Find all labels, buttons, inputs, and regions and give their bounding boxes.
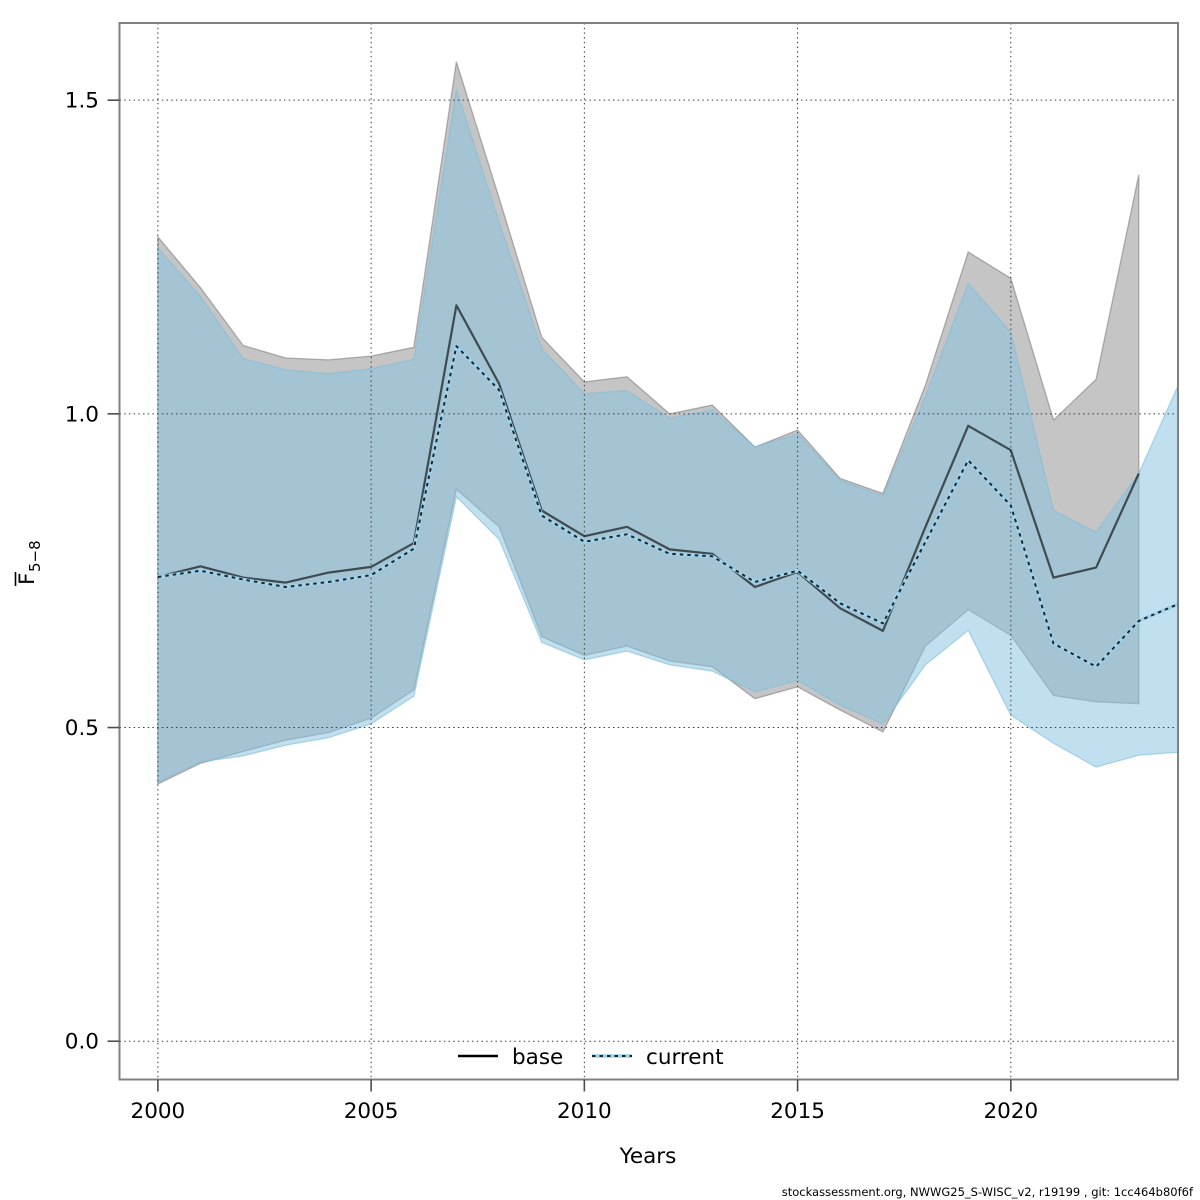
series-lines bbox=[157, 304, 1178, 669]
base-line bbox=[157, 304, 1140, 633]
legend-base-label: base bbox=[512, 1045, 563, 1070]
plot-border bbox=[118, 22, 1179, 1081]
chart-legend: base current bbox=[458, 1045, 724, 1070]
y-tick-label: 1.0 bbox=[65, 402, 99, 427]
axis-tick-labels: 2000 2005 2010 2015 2020 0.0 0.5 1.0 1.5 bbox=[65, 89, 1038, 1124]
y-axis-label-main: F bbox=[15, 573, 40, 585]
x-axis-label: Years bbox=[619, 1144, 677, 1169]
current-line bbox=[157, 345, 1178, 668]
confidence-bands bbox=[157, 61, 1178, 786]
x-tick-label: 2015 bbox=[770, 1099, 825, 1124]
y-axis-label-subscript: 5−8 bbox=[26, 540, 44, 572]
y-tick-label: 1.5 bbox=[65, 89, 99, 114]
y-tick-label: 0.5 bbox=[65, 716, 99, 741]
current-confidence-band bbox=[157, 89, 1178, 784]
legend-current-label: current bbox=[646, 1045, 724, 1070]
y-tick-label: 0.0 bbox=[65, 1030, 99, 1055]
y-axis-label: F 5−8 bbox=[14, 540, 44, 586]
x-tick-label: 2000 bbox=[131, 1099, 186, 1124]
x-tick-label: 2020 bbox=[983, 1099, 1038, 1124]
axis-ticks bbox=[107, 99, 1012, 1092]
footer-credit: stockassessment.org, NWWG25_S-WISC_v2, r… bbox=[782, 1185, 1194, 1199]
x-tick-label: 2005 bbox=[344, 1099, 399, 1124]
x-tick-label: 2010 bbox=[557, 1099, 612, 1124]
